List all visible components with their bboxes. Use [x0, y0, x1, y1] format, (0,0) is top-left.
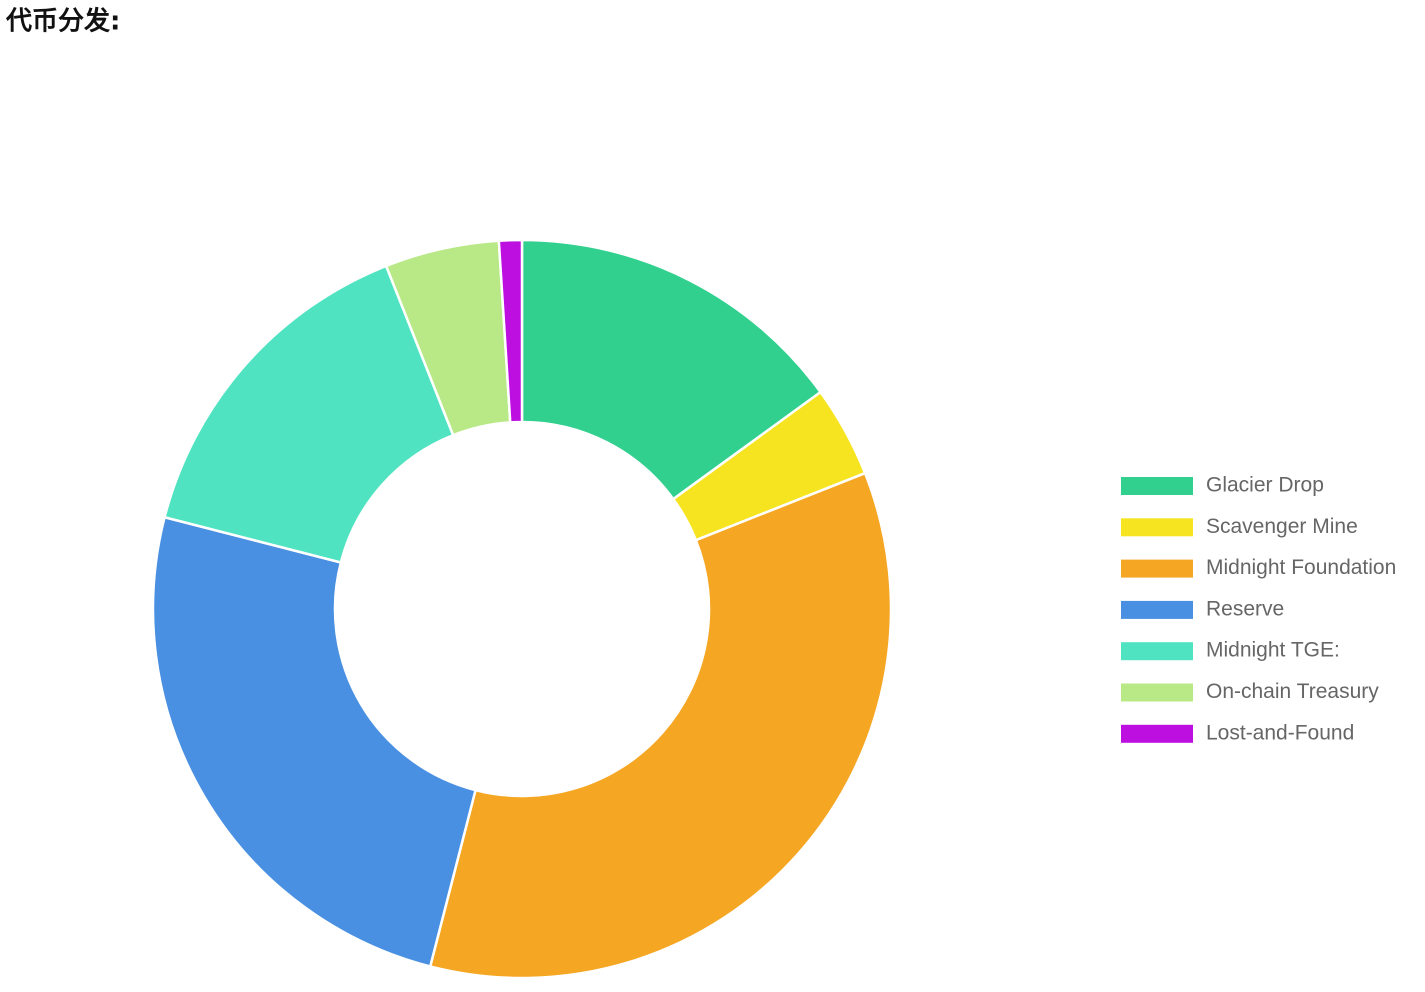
legend-label: Reserve [1206, 597, 1284, 620]
legend-swatch [1121, 600, 1193, 619]
legend-label: Midnight Foundation [1206, 556, 1396, 579]
slice [520, 238, 823, 501]
legend-label: On-chain Treasury [1206, 680, 1379, 703]
legend-label: Midnight TGE: [1206, 639, 1340, 662]
legend-swatch [1121, 559, 1193, 578]
legend-label: Lost-and-Found [1206, 721, 1354, 744]
legend-label: Glacier Drop [1206, 474, 1324, 497]
legend-swatch [1121, 642, 1193, 661]
legend-label: Scavenger Mine [1206, 515, 1358, 538]
legend-swatch [1121, 724, 1193, 743]
legend-swatch [1121, 477, 1193, 495]
slice [151, 515, 478, 968]
slice [497, 238, 524, 424]
chart-title: 代币分发: [5, 6, 120, 37]
legend-swatch [1121, 683, 1193, 702]
slice [428, 471, 893, 980]
legend-swatch [1121, 518, 1193, 537]
slice [163, 264, 455, 565]
